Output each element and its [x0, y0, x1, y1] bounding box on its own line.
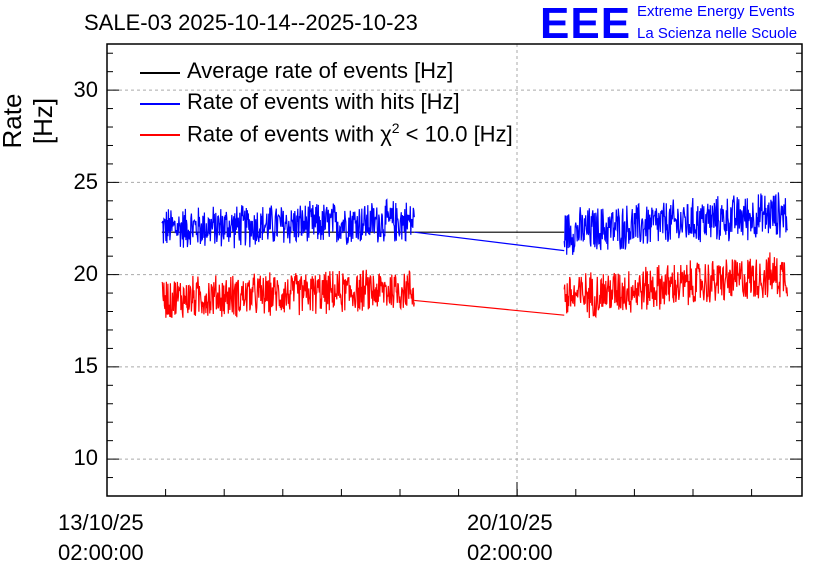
series-1-segment-2 — [563, 192, 788, 255]
logo-line2: La Scienza nelle Scuole — [637, 25, 798, 42]
series-1-segment-1 — [414, 231, 565, 252]
x-tick-1-time: 02:00:00 — [58, 540, 144, 565]
logo-mark: EEE — [540, 0, 632, 48]
legend-chi-superscript: 2 — [391, 120, 400, 136]
legend-chi-text-post: < 10.0 [Hz] — [399, 121, 513, 147]
series-2-segment-2 — [563, 252, 788, 319]
legend-label-chi: Rate of events with χ2 < 10.0 [Hz] — [187, 120, 513, 147]
y-tick-label-25: 25 — [73, 169, 98, 194]
legend-chi-text: Rate of events with χ — [187, 121, 392, 147]
series-2-segment-0 — [161, 269, 415, 318]
logo-line1: Extreme Energy Events — [637, 3, 795, 20]
plot-frame — [106, 43, 803, 497]
x-tick-1-date: 13/10/25 — [58, 510, 144, 535]
series-1-segment-0 — [161, 198, 415, 249]
x-tick-label-1: 13/10/25 02:00:00 — [58, 508, 144, 568]
series-2-segment-1 — [414, 299, 565, 316]
y-tick-label-15: 15 — [73, 353, 98, 378]
chart-title: SALE-03 2025-10-14--2025-10-23 — [84, 10, 418, 35]
y-tick-label-30: 30 — [73, 77, 98, 102]
legend-label-hits: Rate of events with hits [Hz] — [187, 89, 460, 114]
x-tick-label-2: 20/10/25 02:00:00 — [467, 508, 553, 568]
y-tick-label-20: 20 — [73, 261, 98, 286]
legend-label-avg: Average rate of events [Hz] — [187, 58, 454, 83]
x-tick-2-time: 02:00:00 — [467, 540, 553, 565]
y-tick-label-10: 10 — [73, 445, 98, 470]
x-tick-2-date: 20/10/25 — [467, 510, 553, 535]
